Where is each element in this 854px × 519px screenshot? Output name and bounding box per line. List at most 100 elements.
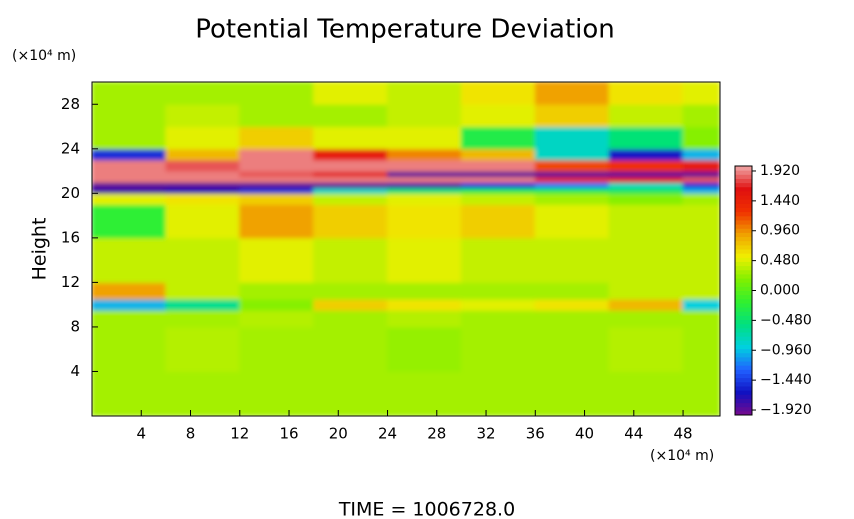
colorbar-swatch	[735, 294, 752, 300]
x-tick-label: 40	[575, 425, 594, 443]
heat-cell	[534, 192, 610, 205]
heat-cell	[682, 326, 720, 372]
heat-cell	[387, 237, 462, 283]
heat-cell	[387, 192, 462, 205]
colorbar-swatch	[735, 381, 752, 387]
heat-cell	[682, 370, 720, 416]
heat-cell	[460, 326, 536, 372]
heat-cell	[534, 370, 610, 416]
heat-cell	[608, 159, 684, 172]
colorbar-swatch	[735, 323, 752, 329]
heat-cell	[608, 203, 684, 239]
x-tick-label: 20	[329, 425, 348, 443]
x-tick-label: 48	[674, 425, 693, 443]
colorbar-swatch	[735, 190, 752, 196]
x-tick-label: 16	[279, 425, 298, 443]
heat-cell	[608, 309, 684, 328]
colorbar-label: 0.480	[760, 253, 800, 269]
heat-cell	[313, 176, 389, 183]
colorbar-swatch	[735, 195, 752, 200]
heat-cell	[239, 281, 315, 300]
heat-cell	[239, 170, 315, 178]
plot-frame	[91, 81, 721, 417]
colorbar-swatch	[735, 365, 752, 370]
heat-cell	[92, 176, 167, 183]
y-tick-label: 12	[61, 273, 80, 291]
heat-cell	[460, 181, 536, 189]
colorbar-swatch	[735, 361, 752, 366]
colorbar-swatch	[735, 186, 752, 192]
heat-cell	[460, 298, 536, 311]
heat-cell	[313, 126, 389, 150]
heat-cell	[92, 181, 167, 189]
heat-cell	[239, 192, 315, 205]
heat-cell	[534, 126, 610, 150]
heat-cell	[92, 159, 167, 172]
heat-cell	[165, 309, 241, 328]
heat-cell	[460, 192, 536, 205]
colorbar-swatch	[735, 298, 752, 304]
colorbar-swatch	[735, 211, 752, 217]
heat-cell	[460, 281, 536, 300]
heat-cell	[165, 237, 241, 283]
heat-cell	[534, 103, 610, 128]
heat-cell	[460, 82, 536, 105]
x-tick-label: 12	[230, 425, 249, 443]
colorbar-swatch	[735, 398, 752, 404]
heat-cell	[387, 203, 462, 239]
heat-cell	[313, 237, 389, 283]
heat-cell	[534, 170, 610, 178]
colorbar-swatch	[735, 394, 752, 399]
heat-cell	[165, 281, 241, 300]
heat-cell	[608, 237, 684, 283]
heat-cell	[460, 148, 536, 161]
heat-cell	[239, 237, 315, 283]
heat-cell	[165, 176, 241, 183]
colorbar-swatch	[735, 282, 752, 287]
heat-cell	[682, 192, 720, 205]
colorbar-label: −0.480	[760, 312, 812, 328]
colorbar-swatch	[735, 199, 752, 204]
heat-cell	[534, 298, 610, 311]
heat-cell	[239, 309, 315, 328]
colorbar-swatch	[735, 327, 752, 333]
heat-cell	[387, 170, 462, 178]
heat-cell	[387, 148, 462, 161]
heat-cell	[165, 181, 241, 189]
colorbar-swatch	[735, 402, 752, 408]
colorbar-swatch	[735, 336, 752, 341]
heat-cell	[387, 159, 462, 172]
heat-cell	[608, 126, 684, 150]
heat-cell	[92, 192, 167, 205]
heat-cell	[682, 298, 720, 311]
heat-cell	[92, 309, 167, 328]
heat-cell	[313, 203, 389, 239]
heat-cell	[608, 298, 684, 311]
heat-cell	[534, 187, 610, 194]
heat-cell	[460, 309, 536, 328]
colorbar-swatch	[735, 178, 752, 184]
colorbar-label: 1.440	[760, 193, 800, 209]
colorbar-swatch	[735, 311, 752, 316]
heat-cell	[313, 187, 389, 194]
colorbar-swatch	[735, 219, 752, 225]
heat-cell	[239, 103, 315, 128]
heat-cell	[239, 82, 315, 105]
heat-cell	[387, 176, 462, 183]
heat-cell	[608, 148, 684, 161]
heat-cell	[460, 103, 536, 128]
heat-cell	[608, 187, 684, 194]
heat-cell	[239, 148, 315, 161]
heat-cell	[460, 126, 536, 150]
colorbar-swatch	[735, 385, 752, 391]
colorbar-label: 0.000	[760, 283, 800, 299]
heat-cell	[313, 298, 389, 311]
colorbar-swatch	[735, 344, 752, 350]
colorbar-swatch	[735, 244, 752, 250]
heat-cell	[313, 181, 389, 189]
chart-title: Potential Temperature Deviation	[195, 15, 615, 45]
heat-cell	[682, 170, 720, 178]
heat-cell	[534, 326, 610, 372]
colorbar-swatch	[735, 390, 752, 395]
y-tick-label: 8	[70, 317, 80, 335]
